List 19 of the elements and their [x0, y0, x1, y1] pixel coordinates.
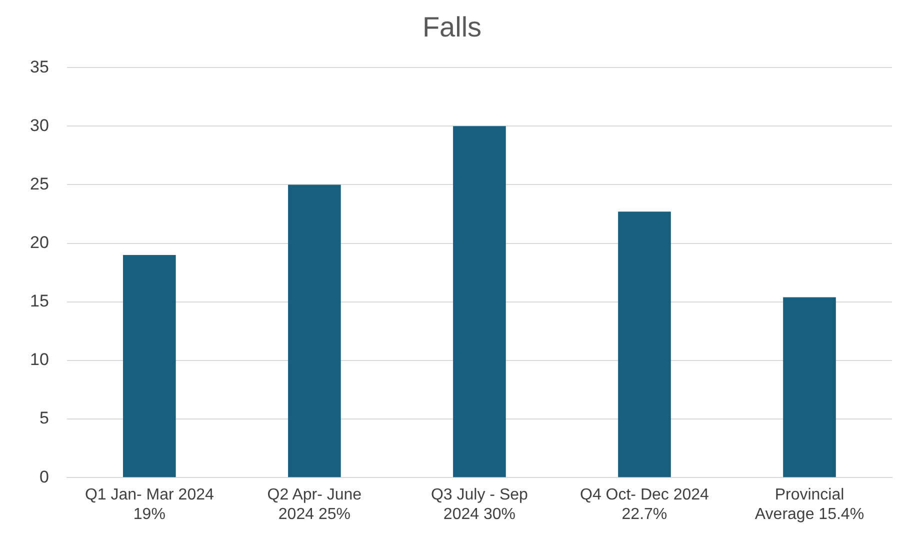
x-tick-label: Provincial Average 15.4%	[754, 486, 864, 523]
bar	[783, 297, 836, 478]
y-tick-label: 20	[30, 233, 49, 252]
y-tick-label: 10	[30, 350, 49, 370]
x-tick-label: Q3 July - Sep 2024 30%	[430, 486, 528, 523]
bar	[288, 184, 341, 478]
y-tick-label: 15	[30, 292, 49, 311]
x-tick-label: Q2 Apr- June 2024 25%	[267, 486, 362, 523]
x-tick-label: Q1 Jan- Mar 2024 19%	[84, 486, 214, 523]
x-tick-label: Q4 Oct- Dec 2024 22.7%	[580, 486, 710, 523]
bar	[618, 212, 671, 478]
y-tick-label: 5	[39, 408, 49, 428]
y-tick-label: 30	[30, 116, 49, 135]
y-tick-label: 0	[39, 467, 49, 486]
bar	[453, 126, 506, 478]
y-tick-label: 25	[30, 174, 49, 194]
y-tick-label: 35	[30, 57, 49, 76]
bar	[123, 255, 176, 478]
chart-title: Falls	[422, 12, 482, 43]
